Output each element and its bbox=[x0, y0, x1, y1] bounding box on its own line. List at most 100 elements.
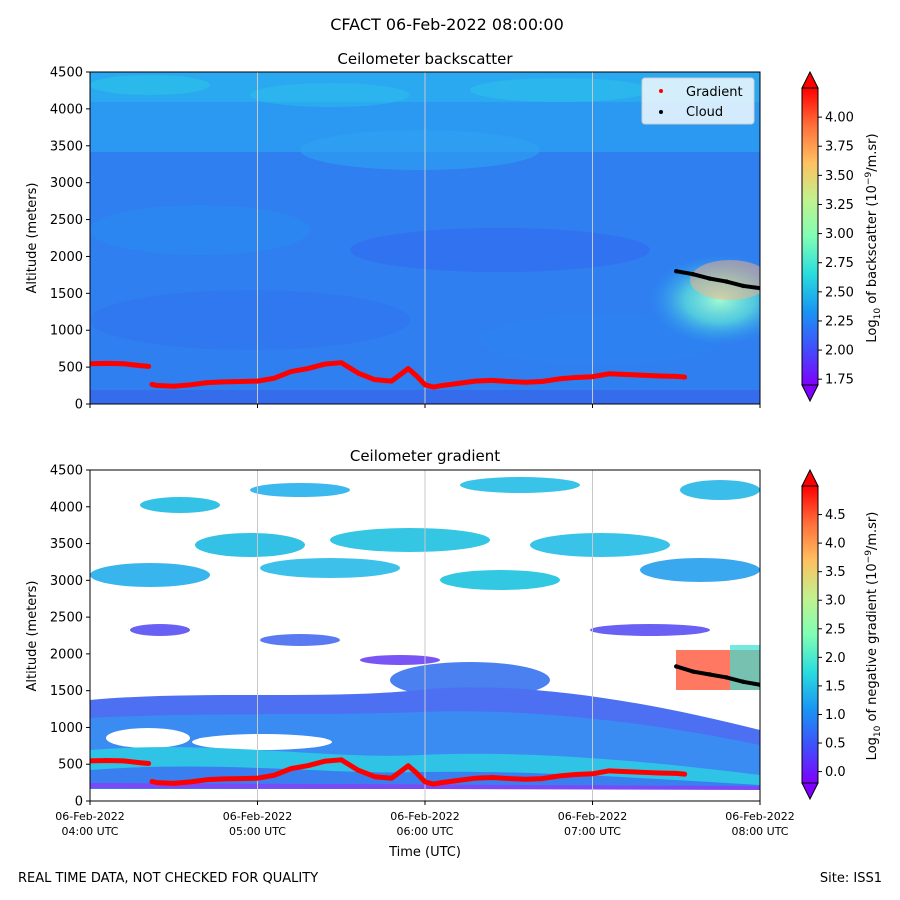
gradient-colorbar-tick-label: 3.0 bbox=[825, 594, 846, 609]
gradient-gradient-point bbox=[372, 774, 377, 779]
gradient-gradient-point bbox=[305, 763, 310, 768]
footer-quality-note: REAL TIME DATA, NOT CHECKED FOR QUALITY bbox=[18, 871, 318, 886]
gradient-gradient-point bbox=[221, 776, 227, 782]
backscatter-gradient-point bbox=[623, 372, 629, 377]
backscatter-colorbar-extend-top bbox=[801, 70, 819, 89]
backscatter-colorbar-extend-bottom bbox=[801, 384, 819, 403]
backscatter-colorbar: 1.75 2.00 2.25 2.50 2.75 3.00 3.25 3.50 3.75 4.00… bbox=[801, 70, 883, 403]
gradient-cloud-point bbox=[757, 682, 760, 687]
gradient-xtick-date: 06-Feb-2022 bbox=[223, 810, 292, 823]
backscatter-gradient-point bbox=[272, 375, 277, 381]
gradient-colorbar-tick-label: 1.5 bbox=[825, 679, 846, 694]
backscatter-gradient-point bbox=[590, 374, 595, 379]
gradient-colorbar-ticks: 0.0 0.5 1.0 1.5 2.0 2.5 3.0 3.5 4.0 4.5 bbox=[818, 508, 846, 780]
backscatter-colorbar-tick-label: 1.75 bbox=[825, 373, 854, 388]
backscatter-gradient-point bbox=[355, 370, 361, 376]
gradient-cloud-line bbox=[674, 664, 760, 687]
backscatter-gradient-point bbox=[506, 379, 511, 384]
gradient-xtick-date: 06-Feb-2022 bbox=[55, 810, 124, 823]
gradient-gradient-point bbox=[205, 777, 210, 782]
backscatter-gradient-point bbox=[339, 360, 344, 365]
gradient-colorbar-tick-label: 2.0 bbox=[825, 651, 846, 666]
gradient-xtick-time: 05:00 UTC bbox=[229, 825, 286, 838]
backscatter-ytick-label: 3000 bbox=[50, 176, 83, 191]
backscatter-cloud-point bbox=[707, 276, 712, 281]
backscatter-ylabel: Altitude (meters) bbox=[25, 183, 40, 294]
backscatter-colorbar-bar bbox=[801, 87, 819, 386]
gradient-gradient-point bbox=[104, 758, 109, 763]
gradient-ytick-label: 1000 bbox=[50, 721, 83, 736]
gradient-gradient-point bbox=[121, 758, 126, 764]
gradient-colorbar-tick-label: 0.5 bbox=[825, 737, 846, 752]
gradient-ytick-label: 3500 bbox=[50, 537, 83, 552]
gradient-gradient-point bbox=[473, 775, 478, 781]
gradient-xtick-date: 06-Feb-2022 bbox=[390, 810, 459, 823]
gradient-gradient-point bbox=[272, 773, 277, 778]
backscatter-gradient-point bbox=[456, 381, 461, 386]
gradient-ytick-label: 4500 bbox=[50, 464, 83, 479]
backscatter-ytick-label: 500 bbox=[58, 361, 83, 376]
gradient-gradient-point bbox=[489, 775, 495, 780]
gradient-ytick-label: 4000 bbox=[50, 500, 83, 515]
backscatter-ytick-label: 4500 bbox=[50, 66, 83, 81]
backscatter-gradient-point bbox=[322, 361, 327, 367]
gradient-gradient-point bbox=[146, 761, 151, 766]
legend: Gradient Cloud bbox=[641, 77, 755, 125]
backscatter-ytick-label: 3500 bbox=[50, 139, 83, 154]
gradient-gradient-point bbox=[339, 757, 344, 763]
backscatter-gradient-point bbox=[422, 382, 428, 388]
backscatter-gradient-point bbox=[372, 377, 377, 382]
gradient-ytick-label: 500 bbox=[58, 758, 83, 773]
gradient-ytick-label: 1500 bbox=[50, 684, 83, 699]
backscatter-gradient-point bbox=[414, 373, 419, 379]
gradient-ytick-label: 2000 bbox=[50, 647, 83, 662]
gradient-ytick-label: 3000 bbox=[50, 574, 83, 589]
backscatter-gradient-point bbox=[288, 369, 294, 374]
gradient-colorbar-tick-label: 4.5 bbox=[825, 508, 846, 523]
gradient-gradient-point bbox=[674, 771, 679, 776]
gradient-cloud-point bbox=[724, 675, 729, 680]
gradient-ytick-label: 0 bbox=[75, 795, 83, 810]
gradient-gradient-point bbox=[288, 766, 294, 771]
backscatter-y-ticks: 0 500 1000 1500 2000 2500 3000 3500 4000 4500 bbox=[50, 66, 90, 413]
gradient-gradient-point bbox=[540, 776, 545, 781]
backscatter-gradient-point bbox=[104, 361, 109, 366]
backscatter-gradient-point bbox=[473, 378, 478, 384]
gradient-cloud-point bbox=[674, 664, 679, 669]
gradient-xtick-date: 06-Feb-2022 bbox=[558, 810, 627, 823]
backscatter-colorbar-tick-label: 3.25 bbox=[825, 198, 854, 213]
gradient-series bbox=[90, 664, 760, 787]
gradient-colorbar-tick-label: 1.0 bbox=[825, 708, 846, 723]
backscatter-gradient-point bbox=[90, 361, 93, 366]
gradient-cloud-point bbox=[707, 672, 712, 677]
backscatter-x-ticks bbox=[89, 404, 761, 408]
gradient-colorbar-tick-label: 4.0 bbox=[825, 537, 846, 552]
gradient-xlabel: Time (UTC) bbox=[388, 845, 461, 860]
gradient-gradient-point bbox=[422, 779, 428, 785]
backscatter-gradient-point bbox=[682, 374, 687, 380]
backscatter-gradient-point bbox=[121, 361, 126, 366]
backscatter-series bbox=[90, 269, 760, 390]
backscatter-gradient-point bbox=[389, 378, 394, 384]
backscatter-panel: Ceilometer backscatter 0 500 1000 1500 2000 2… bbox=[25, 50, 883, 413]
gradient-colorbar-bar bbox=[801, 485, 819, 784]
gradient-gradient-point bbox=[590, 771, 595, 776]
legend-gradient-marker bbox=[659, 89, 663, 93]
gradient-colorbar-tick-label: 0.0 bbox=[825, 765, 846, 780]
gradient-y-ticks: 0 500 1000 1500 2000 2500 3000 3500 4000 4500 bbox=[50, 464, 90, 810]
backscatter-ytick-label: 1500 bbox=[50, 287, 83, 302]
backscatter-colorbar-tick-label: 4.00 bbox=[825, 111, 854, 126]
backscatter-colorbar-label: Log10 of backscatter (10−9/m.sr) bbox=[864, 133, 883, 342]
backscatter-title: Ceilometer backscatter bbox=[337, 50, 513, 68]
gradient-ytick-label: 2500 bbox=[50, 611, 83, 626]
backscatter-colorbar-ticks: 1.75 2.00 2.25 2.50 2.75 3.00 3.25 3.50 3.75 4.00 bbox=[818, 111, 854, 388]
gradient-gradient-point bbox=[255, 775, 260, 781]
backscatter-colorbar-tick-label: 2.00 bbox=[825, 344, 854, 359]
legend-gradient-label: Gradient bbox=[686, 85, 743, 100]
gradient-cloud-point bbox=[690, 669, 696, 674]
backscatter-gradient-point bbox=[205, 380, 210, 385]
backscatter-gradient-point bbox=[138, 363, 143, 368]
backscatter-colorbar-tick-label: 2.75 bbox=[825, 256, 854, 271]
gradient-gradient-point bbox=[90, 758, 93, 764]
